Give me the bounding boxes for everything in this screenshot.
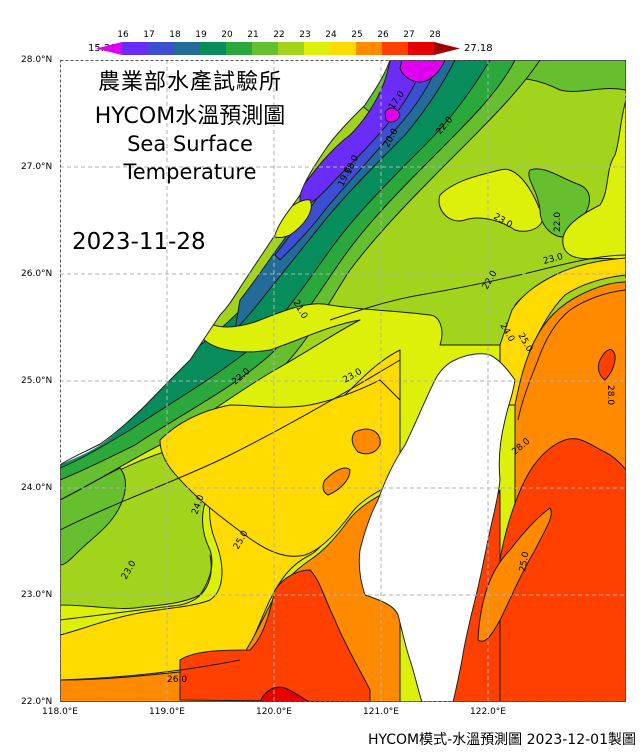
subtitle-line1: Sea Surface [127,132,253,156]
lat-label: 22.0°N [21,697,53,707]
lon-label: 119.0°E [149,707,185,717]
lat-label: 24.0°N [21,483,53,493]
lon-label: 122.0°E [470,707,506,717]
org-name: 農業部水產試驗所 [97,70,282,95]
lon-label: 120.0°E [256,707,292,717]
colorbar-tick: 21 [247,30,259,40]
lat-label: 23.0°N [21,590,53,600]
colorbar-tick: 18 [169,30,181,40]
colorbar: 15.28 27.18 16 17 18 19 20 21 22 23 24 2… [0,0,643,58]
colorbar-tick: 16 [117,30,129,40]
product-name: HYCOM水溫預測圖 [94,104,286,129]
colorbar-tick: 22 [273,30,285,40]
lat-label: 26.0°N [21,269,53,279]
colorbar-tick: 19 [195,30,207,40]
lon-label: 121.0°E [363,707,399,717]
lon-label: 118.0°E [42,707,78,717]
sst-map: 17.0 20.0 18.0 19.0 22.0 23.0 22.0 23.0 … [60,60,626,702]
contour-label: 25.0 [518,551,531,573]
contour-label: 22.0 [553,212,563,232]
colorbar-tick: 24 [325,30,337,40]
contour-label: 28.0 [605,385,615,405]
colorbar-tick: 28 [429,30,441,40]
contour-label: 26.0 [167,675,187,685]
colorbar-tick: 20 [221,30,233,40]
colorbar-tick: 25 [351,30,363,40]
lat-label: 28.0°N [21,55,53,65]
colorbar-tick: 26 [377,30,389,40]
colorbar-tick: 27 [403,30,415,40]
lat-label: 25.0°N [21,376,53,386]
colorbar-swatches [96,42,460,55]
subtitle-line2: Temperature [123,160,257,184]
lat-label: 27.0°N [21,162,53,172]
footer-caption: HYCOM模式-水溫預測圖 2023-12-01製圖 [367,732,636,748]
colorbar-tick: 23 [299,30,311,40]
forecast-date: 2023-11-28 [72,229,206,255]
colorbar-tick: 17 [143,30,155,40]
colorbar-max-label: 27.18 [464,43,493,54]
